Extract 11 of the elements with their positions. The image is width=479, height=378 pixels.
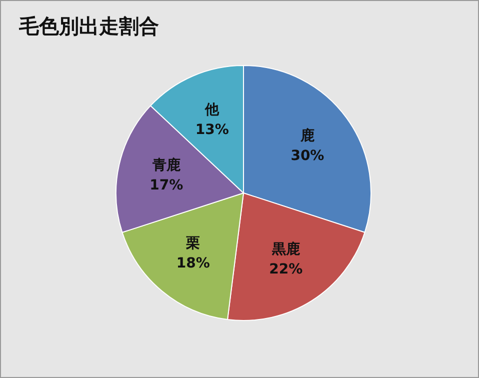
slice-label: 鹿 [299,127,314,144]
slice-label: 黒鹿 [270,240,300,258]
data-label: 22% [269,261,303,278]
data-label: 13% [195,122,229,138]
data-label: 17% [150,177,184,194]
slice-label: 栗 [185,236,200,252]
slice-label: 青鹿 [151,156,180,174]
chart-title: 毛色別出走割合 [19,13,159,40]
data-label: 18% [176,256,210,272]
slice-label: 他 [204,102,220,118]
data-label: 30% [290,148,324,164]
